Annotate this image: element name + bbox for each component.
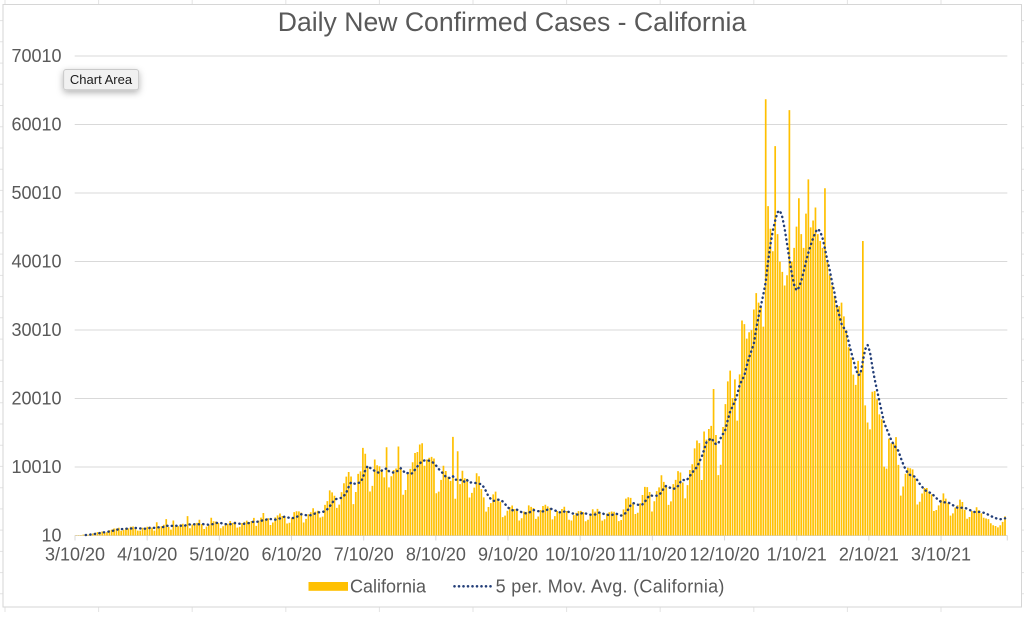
svg-text:12/10/20: 12/10/20 xyxy=(689,545,759,565)
svg-text:50010: 50010 xyxy=(11,183,61,203)
svg-text:70010: 70010 xyxy=(11,46,61,66)
svg-text:10/10/20: 10/10/20 xyxy=(545,545,615,565)
svg-text:9/10/20: 9/10/20 xyxy=(478,545,538,565)
svg-text:10: 10 xyxy=(41,526,61,546)
svg-text:Daily New Confirmed Cases - Ca: Daily New Confirmed Cases - California xyxy=(278,7,747,37)
svg-text:3/10/20: 3/10/20 xyxy=(45,545,105,565)
svg-text:60010: 60010 xyxy=(11,115,61,135)
svg-text:11/10/20: 11/10/20 xyxy=(618,545,687,565)
svg-text:3/10/21: 3/10/21 xyxy=(911,545,971,565)
svg-text:2/10/21: 2/10/21 xyxy=(839,545,899,565)
svg-text:8/10/20: 8/10/20 xyxy=(406,545,466,565)
svg-text:California: California xyxy=(350,577,427,597)
svg-text:1/10/21: 1/10/21 xyxy=(767,545,827,565)
svg-text:4/10/20: 4/10/20 xyxy=(117,545,177,565)
svg-text:30010: 30010 xyxy=(11,320,61,340)
svg-text:10010: 10010 xyxy=(11,457,61,477)
svg-text:5 per. Mov. Avg. (California): 5 per. Mov. Avg. (California) xyxy=(496,577,725,597)
svg-text:20010: 20010 xyxy=(11,389,61,409)
svg-text:Chart Area: Chart Area xyxy=(70,72,133,87)
svg-text:40010: 40010 xyxy=(11,252,61,272)
svg-text:5/10/20: 5/10/20 xyxy=(189,545,249,565)
svg-text:6/10/20: 6/10/20 xyxy=(261,545,321,565)
svg-text:7/10/20: 7/10/20 xyxy=(334,545,394,565)
